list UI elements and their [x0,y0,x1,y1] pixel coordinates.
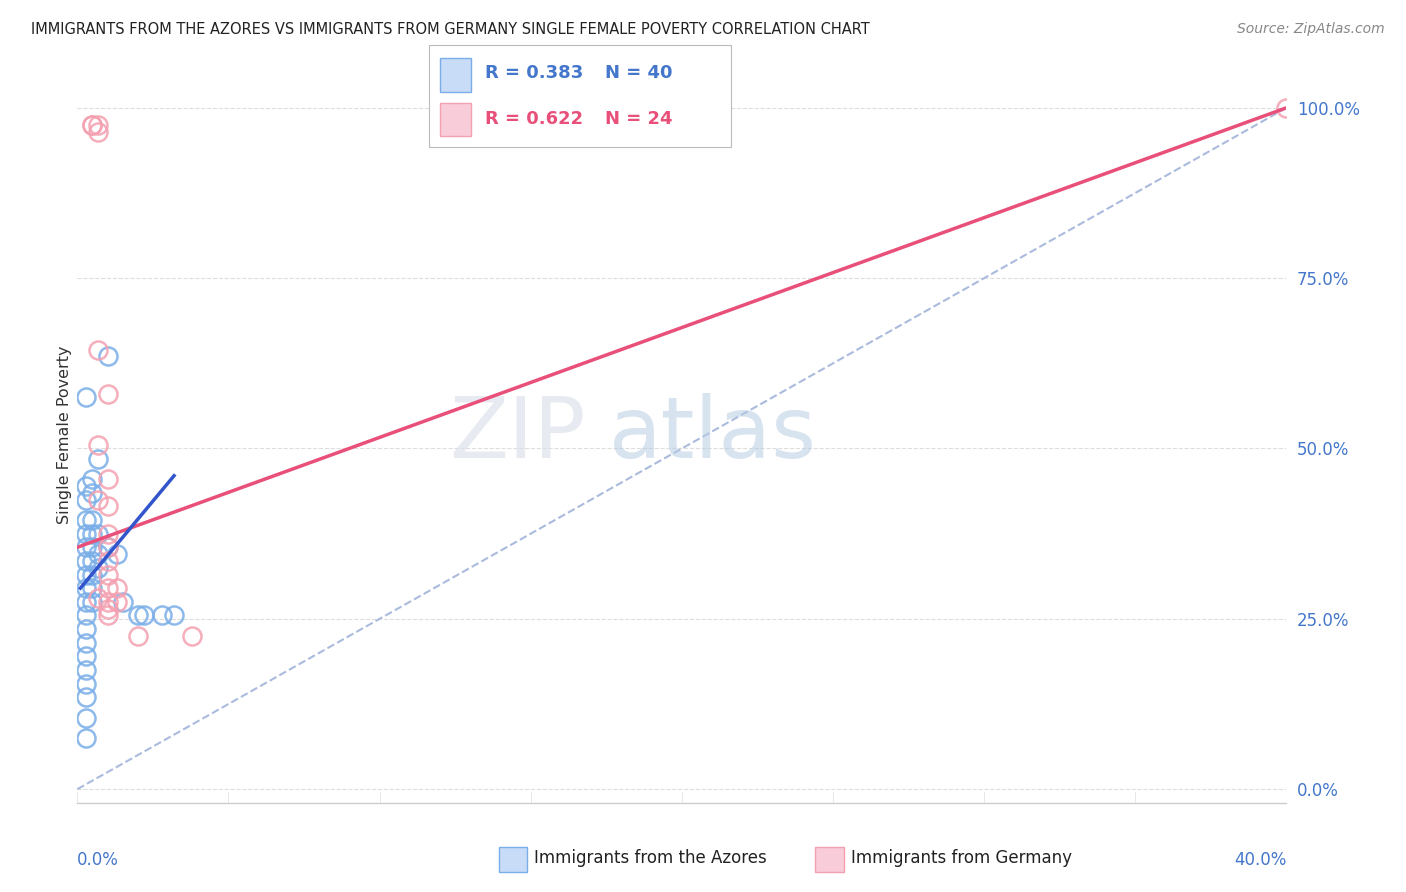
Text: N = 40: N = 40 [605,64,672,82]
Text: atlas: atlas [609,393,817,476]
Text: IMMIGRANTS FROM THE AZORES VS IMMIGRANTS FROM GERMANY SINGLE FEMALE POVERTY CORR: IMMIGRANTS FROM THE AZORES VS IMMIGRANTS… [31,22,870,37]
Text: R = 0.622: R = 0.622 [485,110,583,128]
Text: 0.0%: 0.0% [77,851,120,869]
Text: Source: ZipAtlas.com: Source: ZipAtlas.com [1237,22,1385,37]
Text: Immigrants from Germany: Immigrants from Germany [851,849,1071,867]
Text: R = 0.383: R = 0.383 [485,64,583,82]
Text: N = 24: N = 24 [605,110,672,128]
Text: Immigrants from the Azores: Immigrants from the Azores [534,849,768,867]
Text: ZIP: ZIP [449,393,585,476]
Y-axis label: Single Female Poverty: Single Female Poverty [56,345,72,524]
Text: 40.0%: 40.0% [1234,851,1286,869]
